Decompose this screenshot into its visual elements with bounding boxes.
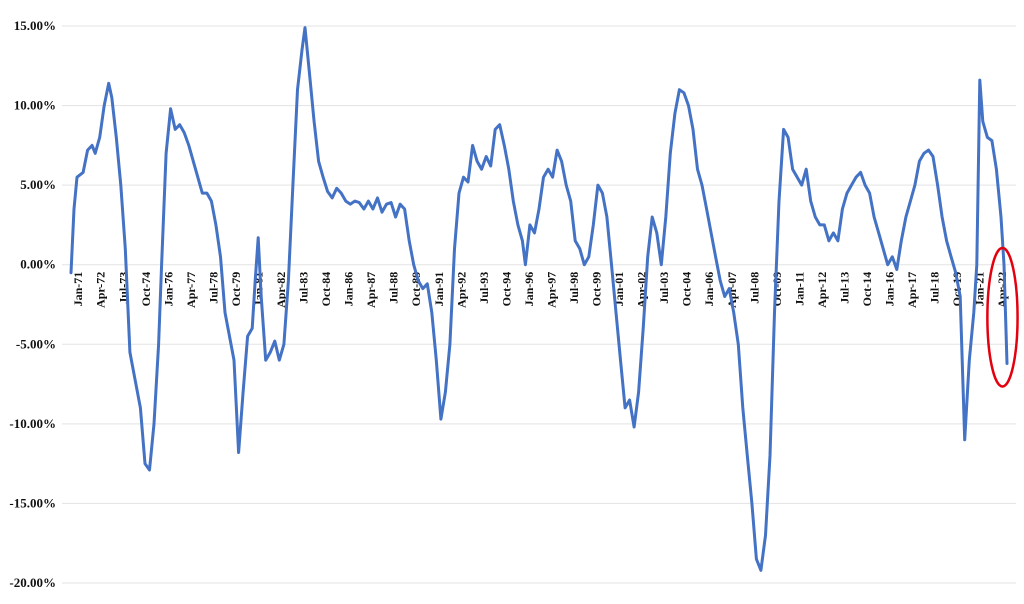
y-tick-label: 10.00% bbox=[14, 98, 56, 113]
annotation-layer bbox=[986, 246, 1019, 388]
x-tick-label: Jan-11 bbox=[792, 272, 806, 306]
x-tick-label: Oct-99 bbox=[590, 272, 604, 307]
series-line bbox=[69, 26, 1009, 572]
x-tick-label: Apr-12 bbox=[815, 272, 829, 308]
x-tick-label: Oct-84 bbox=[319, 272, 333, 307]
x-tick-label: Oct-04 bbox=[680, 272, 694, 307]
y-tick-label: -20.00% bbox=[9, 575, 56, 590]
x-tick-label: Apr-77 bbox=[184, 272, 198, 308]
y-tick-label: -5.00% bbox=[16, 336, 56, 351]
x-tick-label: Jul-83 bbox=[297, 272, 311, 304]
x-tick-label: Apr-22 bbox=[995, 272, 1009, 308]
x-tick-label: Oct-14 bbox=[860, 272, 874, 307]
x-tick-label: Jan-16 bbox=[883, 272, 897, 307]
x-axis-ticks: Jan-71 Apr-72 Jul-73 Oct-74 Jan-76 Apr-77 Jul-… bbox=[71, 272, 1009, 308]
x-tick-label: Apr-07 bbox=[725, 272, 739, 308]
highlight-ellipse bbox=[986, 246, 1019, 388]
y-tick-label: -10.00% bbox=[9, 416, 56, 431]
x-tick-label: Jan-06 bbox=[702, 272, 716, 307]
x-tick-label: Oct-79 bbox=[229, 272, 243, 307]
x-tick-label: Jul-88 bbox=[387, 272, 401, 304]
x-tick-label: Jul-13 bbox=[837, 272, 851, 304]
y-tick-label: -15.00% bbox=[9, 495, 56, 510]
y-axis-ticks: 15.00% 10.00% 5.00% 0.00% -5.00% -10.00% -15.0… bbox=[9, 18, 56, 590]
x-tick-label: Apr-97 bbox=[544, 272, 558, 308]
x-tick-label: Apr-87 bbox=[364, 272, 378, 308]
x-tick-label: Oct-94 bbox=[499, 272, 513, 307]
x-tick-label: Jul-98 bbox=[567, 272, 581, 304]
x-tick-label: Jul-03 bbox=[657, 272, 671, 304]
x-tick-label: Jan-76 bbox=[161, 272, 175, 307]
x-tick-label: Jan-71 bbox=[71, 272, 85, 307]
x-tick-label: Jan-96 bbox=[522, 272, 536, 307]
x-tick-label: Apr-72 bbox=[94, 272, 108, 308]
x-tick-label: Jul-08 bbox=[747, 272, 761, 304]
x-tick-label: Apr-82 bbox=[274, 272, 288, 308]
y-tick-label: 5.00% bbox=[20, 177, 56, 192]
x-tick-label: Jan-91 bbox=[432, 272, 446, 307]
x-tick-label: Jan-86 bbox=[342, 272, 356, 307]
series-layer bbox=[69, 26, 1009, 572]
y-tick-label: 0.00% bbox=[20, 257, 56, 272]
x-tick-label: Jul-78 bbox=[206, 272, 220, 304]
x-tick-label: Jul-93 bbox=[477, 272, 491, 304]
x-tick-label: Apr-17 bbox=[905, 272, 919, 308]
y-tick-label: 15.00% bbox=[14, 18, 56, 33]
x-tick-label: Jul-18 bbox=[928, 272, 942, 304]
x-tick-label: Apr-92 bbox=[454, 272, 468, 308]
x-tick-label: Oct-74 bbox=[139, 272, 153, 307]
